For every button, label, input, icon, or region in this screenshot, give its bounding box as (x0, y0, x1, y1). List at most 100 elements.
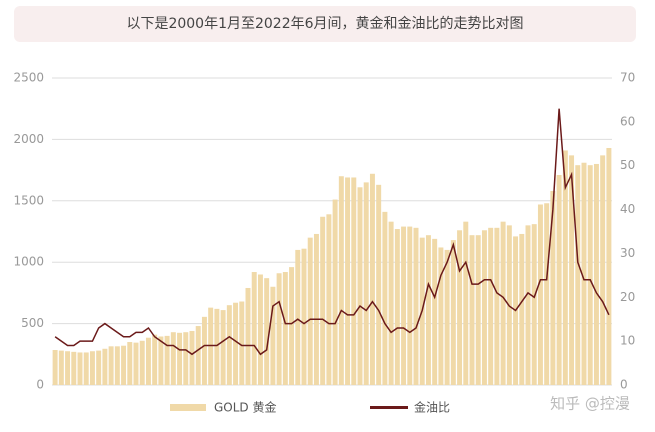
bar (201, 316, 207, 385)
bar (376, 184, 382, 385)
bar (569, 155, 575, 385)
legend-swatch (170, 404, 206, 411)
bar (575, 165, 581, 385)
bar (326, 214, 332, 385)
bar (65, 351, 71, 385)
bar (127, 342, 133, 385)
bar (606, 147, 612, 385)
bar (177, 332, 183, 385)
bar (220, 310, 226, 385)
y-tick-label: 2500 (13, 71, 44, 85)
bar (531, 224, 537, 385)
bar (208, 307, 214, 385)
bar (158, 336, 164, 385)
bar (257, 274, 263, 385)
bar (369, 173, 375, 385)
bar (313, 233, 319, 385)
legend-swatch (370, 406, 408, 409)
bar (494, 227, 500, 385)
bar (226, 305, 232, 385)
bar (556, 175, 562, 385)
bar (475, 235, 481, 385)
bar (102, 348, 108, 385)
y2-tick-label: 10 (620, 334, 635, 348)
bar (413, 227, 419, 385)
bar (264, 278, 270, 385)
bar (463, 221, 469, 385)
bar (444, 249, 450, 385)
bar (587, 165, 593, 385)
bar (195, 326, 201, 385)
bar (600, 155, 606, 385)
bar (357, 187, 363, 385)
line (54, 108, 610, 356)
bar (133, 342, 139, 385)
bar (183, 332, 189, 385)
bar (450, 240, 456, 385)
bar (108, 346, 114, 385)
bar (52, 350, 58, 385)
chart-title: 以下是2000年1月至2022年6月间，黄金和金油比的走势比对图 (126, 15, 523, 32)
y-tick-label: 1000 (13, 255, 44, 269)
legend-label: 金油比 (414, 400, 450, 415)
bar (581, 162, 587, 385)
y2-tick-label: 20 (620, 290, 635, 304)
y2-tick-label: 60 (620, 114, 635, 128)
bar (89, 351, 95, 385)
y-tick-label: 2000 (13, 132, 44, 146)
bar (488, 227, 494, 385)
bar (562, 150, 568, 385)
bar (519, 233, 525, 385)
bar (121, 345, 127, 385)
bar (139, 340, 145, 385)
bar (276, 273, 282, 385)
bar (332, 199, 338, 385)
bar (170, 332, 176, 385)
y-tick-label: 1500 (13, 193, 44, 207)
bar (282, 272, 288, 385)
bar (320, 216, 326, 385)
bar (83, 352, 89, 385)
bar (189, 330, 195, 385)
y2-tick-label: 70 (620, 71, 635, 85)
bar (401, 226, 407, 385)
bar (114, 346, 120, 385)
y2-tick-label: 0 (620, 378, 628, 392)
bar (307, 237, 313, 385)
bar (394, 229, 400, 385)
watermark: 知乎 @控漫 (550, 395, 630, 413)
legend-label: GOLD 黄金 (214, 400, 277, 415)
bar (345, 177, 351, 385)
bar (96, 350, 102, 385)
bar (233, 302, 239, 385)
bar (239, 301, 245, 385)
bar (145, 337, 151, 385)
bar (301, 248, 307, 385)
bar (457, 230, 463, 385)
bar (251, 272, 257, 385)
bar (438, 247, 444, 385)
bar (481, 230, 487, 385)
bar (382, 211, 388, 385)
bar (289, 267, 295, 385)
bar (71, 351, 77, 385)
bar (525, 225, 531, 385)
bar (363, 182, 369, 385)
bar (338, 176, 344, 385)
y2-tick-label: 40 (620, 202, 635, 216)
bar (407, 226, 413, 385)
bar (77, 352, 83, 385)
bar (593, 163, 599, 385)
bar (537, 204, 543, 385)
bar (425, 235, 431, 385)
bar (152, 334, 158, 385)
bar (388, 221, 394, 385)
bar (214, 308, 220, 385)
y-tick-label: 500 (21, 316, 44, 330)
bar (351, 177, 357, 385)
bar (432, 238, 438, 385)
bar (58, 350, 64, 385)
bar (245, 287, 251, 385)
bar (164, 335, 170, 385)
